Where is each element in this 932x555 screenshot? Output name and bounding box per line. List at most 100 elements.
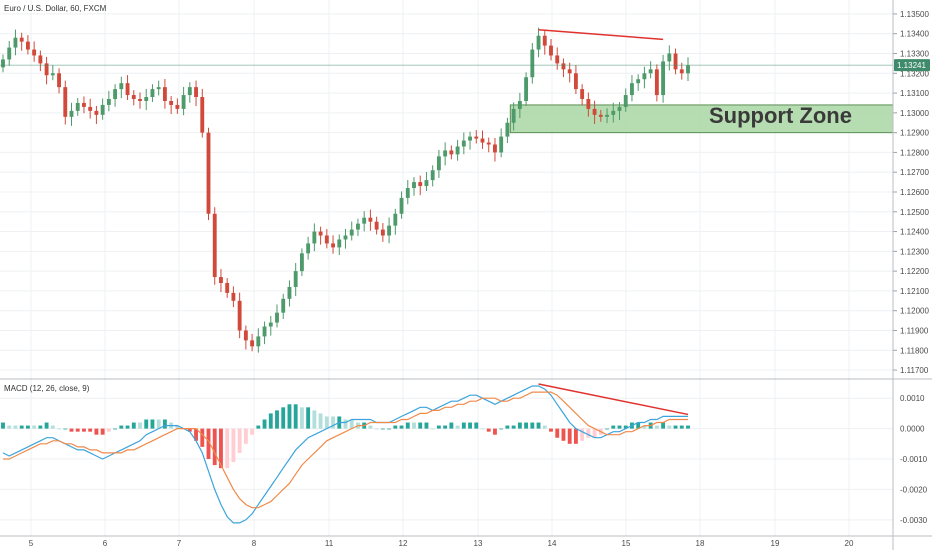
chart-title: Euro / U.S. Dollar, 60, FXCM — [4, 4, 107, 13]
candle-body — [380, 229, 385, 236]
candle-body — [567, 69, 572, 74]
macd-histogram-bar — [250, 428, 255, 435]
price-tick-label: 1.11700 — [900, 366, 929, 375]
macd-axis[interactable]: 0.0010 0.0000 -0.0010 -0.0020 -0.0030 — [900, 394, 928, 525]
macd-histogram-bar — [436, 425, 441, 429]
macd-histogram-bar — [605, 428, 609, 430]
macd-title: MACD (12, 26, close, 9) — [4, 384, 90, 393]
candle-body — [200, 97, 205, 133]
candle-body — [125, 83, 130, 96]
price-tick-label: 1.12900 — [900, 129, 929, 138]
candle-body — [113, 89, 118, 100]
macd-histogram-bar — [673, 425, 678, 429]
macd-histogram-bar — [679, 425, 684, 429]
price-axis[interactable]: 1.13500 1.13400 1.13300 1.13200 1.13100 1.130… — [893, 10, 929, 375]
price-tick-label: 1.12800 — [900, 148, 929, 157]
candle-body — [549, 45, 553, 56]
macd-histogram-bar — [13, 425, 18, 429]
macd-histogram-bar — [318, 413, 323, 429]
candle-body — [287, 286, 292, 299]
price-tick-label: 1.13400 — [900, 30, 929, 39]
candle-body — [231, 292, 236, 301]
macd-histogram-bar — [387, 428, 392, 430]
price-tick-label: 1.13300 — [900, 50, 929, 59]
macd-histogram-bar — [88, 428, 93, 432]
macd-histogram-bar — [573, 428, 578, 444]
price-tick-label: 1.12400 — [900, 228, 929, 237]
time-tick-label: 11 — [325, 539, 334, 548]
candle-body — [162, 87, 167, 101]
candle-body — [82, 102, 86, 107]
candle-body — [69, 110, 74, 117]
macd-tick-label: -0.0030 — [900, 516, 928, 525]
macd-histogram-bar — [113, 428, 118, 430]
macd-histogram-bar — [69, 428, 74, 432]
time-tick-label: 18 — [696, 539, 705, 548]
candle-body — [586, 99, 591, 109]
candle-body — [443, 150, 448, 157]
macd-tick-label: 0.0000 — [900, 425, 925, 434]
candle-body — [412, 182, 416, 189]
macd-histogram-bar — [237, 428, 242, 453]
macd-histogram-bar — [449, 422, 454, 429]
time-tick-label: 13 — [474, 539, 483, 548]
time-tick-label: 19 — [771, 539, 780, 548]
candle-body — [517, 100, 522, 109]
macd-histogram-bar — [32, 425, 37, 429]
macd-histogram-bar — [50, 425, 55, 429]
macd-histogram-bar — [38, 425, 43, 429]
time-tick-label: 15 — [622, 539, 631, 548]
candle-body — [455, 146, 460, 155]
candle-body — [592, 108, 597, 115]
macd-histogram-bar — [611, 425, 616, 429]
macd-line — [2, 385, 688, 524]
macd-histogram-bar — [617, 425, 622, 429]
last-price-label: 1.13241 — [897, 61, 926, 70]
time-tick-label: 5 — [29, 539, 34, 548]
time-tick-label: 20 — [845, 539, 854, 548]
macd-histogram-bar — [374, 428, 379, 430]
macd-histogram-bar — [156, 419, 161, 429]
macd-histogram-bar — [343, 419, 348, 429]
candle-body — [636, 79, 641, 84]
macd-histogram-bar — [175, 425, 180, 429]
macd-histogram-bar — [225, 428, 230, 469]
price-tick-label: 1.12300 — [900, 247, 929, 256]
macd-histogram-bar — [592, 428, 597, 438]
candle-body — [256, 336, 261, 347]
price-tick-label: 1.13200 — [900, 69, 929, 78]
price-tick-label: 1.12600 — [900, 188, 929, 197]
candle-body — [212, 213, 217, 278]
macd-histogram-bar — [200, 428, 205, 447]
macd-histogram-bar — [194, 428, 198, 441]
support-zone-label: Support Zone — [709, 103, 852, 128]
macd-histogram-bar — [212, 428, 217, 466]
macd-histogram-bar — [412, 422, 416, 429]
macd-histogram-bar — [262, 419, 267, 429]
candle-body — [524, 77, 529, 101]
price-tick-label: 1.13500 — [900, 10, 929, 19]
macd-histogram-bar — [349, 419, 354, 429]
macd-histogram-bar — [380, 428, 385, 430]
macd-histogram-bar — [636, 422, 641, 429]
candle-body — [648, 69, 653, 74]
macd-histogram-bar — [287, 404, 292, 429]
macd-histogram-bar — [256, 425, 261, 429]
candle-body — [486, 142, 491, 145]
candle-body — [499, 136, 504, 153]
macd-histogram-bar — [306, 407, 311, 429]
candle-body — [293, 271, 298, 287]
candle-body — [536, 35, 541, 50]
candle-body — [275, 312, 279, 323]
macd-histogram-bar — [486, 428, 491, 432]
candle-body — [430, 170, 435, 181]
candle-body — [44, 63, 49, 76]
macd-histogram-bar — [654, 425, 659, 429]
macd-histogram-bar — [299, 407, 304, 429]
time-axis[interactable]: 5 6 7 8 11 12 13 14 15 18 19 20 — [29, 539, 854, 548]
macd-histogram-bar — [493, 428, 497, 435]
price-tick-label: 1.12200 — [900, 267, 929, 276]
candle-body — [374, 221, 379, 230]
